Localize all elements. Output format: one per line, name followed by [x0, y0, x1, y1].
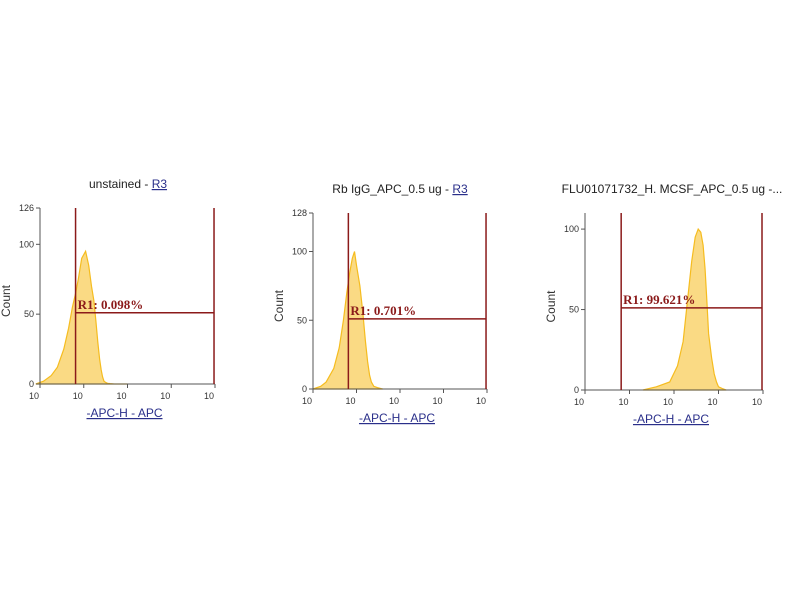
x-tick-label-3: 10: [707, 397, 717, 407]
y-tick-label-1: 50: [297, 315, 307, 325]
y-axis-label: Count: [272, 289, 286, 322]
y-tick-label-0: 0: [574, 385, 579, 395]
panel-title-link[interactable]: R3: [452, 182, 468, 196]
gate-label: R1: 0.098%: [78, 297, 144, 312]
y-tick-label-1: 50: [569, 305, 579, 315]
y-tick-label-0: 0: [29, 379, 34, 389]
histogram-panel-2: 0 50 100 128 10 10 10 10 10 -APC-H - APC Count Rb I…: [272, 182, 488, 425]
panel-title-text: unstained -: [89, 177, 152, 191]
gate-label: R1: 99.621%: [623, 292, 695, 307]
gate-label: R1: 0.701%: [350, 303, 416, 318]
y-tick-label-3: 126: [19, 203, 34, 213]
x-tick-label-1: 10: [618, 397, 628, 407]
panel-title-link[interactable]: R3: [152, 177, 168, 191]
y-axis-label: Count: [544, 290, 558, 323]
x-tick-label-4: 10: [204, 391, 214, 401]
x-tick-label-0: 10: [29, 391, 39, 401]
x-axis-label[interactable]: -APC-H - APC: [633, 412, 709, 426]
x-axis-label[interactable]: -APC-H - APC: [86, 406, 162, 420]
panel-title: FLU01071732_H. MCSF_APC_0.5 ug -...: [562, 182, 783, 196]
x-tick-label-4: 10: [752, 397, 762, 407]
panel-title-text: FLU01071732_H. MCSF_APC_0.5 ug -...: [562, 182, 783, 196]
y-tick-label-2: 100: [564, 224, 579, 234]
x-tick-label-0: 10: [302, 396, 312, 406]
x-tick-label-2: 10: [116, 391, 126, 401]
x-tick-label-0: 10: [574, 397, 584, 407]
y-tick-label-2: 100: [292, 247, 307, 257]
y-tick-label-2: 100: [19, 239, 34, 249]
x-axis-label[interactable]: -APC-H - APC: [359, 411, 435, 425]
panel-title: unstained - R3: [89, 177, 167, 191]
x-tick-label-3: 10: [160, 391, 170, 401]
x-tick-label-1: 10: [73, 391, 83, 401]
x-tick-label-3: 10: [432, 396, 442, 406]
histogram-series: [642, 227, 727, 391]
x-tick-label-4: 10: [476, 396, 486, 406]
y-tick-label-3: 128: [292, 208, 307, 218]
histogram-panel-3: 0 50 100 10 10 10 10 10 -APC-H - APC Count FLU0107…: [544, 182, 782, 426]
panel-title-text: Rb IgG_APC_0.5 ug -: [332, 182, 452, 196]
y-tick-label-1: 50: [24, 309, 34, 319]
y-tick-label-0: 0: [302, 384, 307, 394]
panel-title: Rb IgG_APC_0.5 ug - R3: [332, 182, 468, 196]
histogram-series: [35, 249, 128, 385]
x-tick-label-1: 10: [345, 396, 355, 406]
x-tick-label-2: 10: [663, 397, 673, 407]
x-tick-label-2: 10: [389, 396, 399, 406]
y-axis-label: Count: [0, 284, 13, 317]
